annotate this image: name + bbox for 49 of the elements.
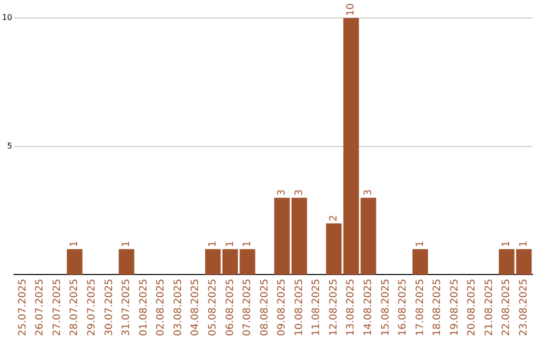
x-tick-label: 20.08.2025 (466, 278, 478, 336)
x-tick-label: 18.08.2025 (432, 278, 444, 336)
x-tick-label: 21.08.2025 (484, 278, 495, 336)
data-label: 1 (518, 240, 530, 248)
x-tick-label: 31.07.2025 (121, 278, 132, 336)
x-tick-label: 04.08.2025 (190, 278, 202, 336)
x-tick-label: 19.08.2025 (449, 278, 460, 336)
data-label: 10 (346, 3, 357, 16)
x-tick-label: 23.08.2025 (518, 278, 530, 336)
x-tick-label: 25.07.2025 (17, 278, 28, 336)
data-label: 1 (414, 240, 426, 248)
x-tick-label: 01.08.2025 (138, 278, 150, 336)
data-label: 1 (501, 240, 512, 248)
data-label: 1 (242, 240, 254, 248)
data-label: 2 (328, 215, 340, 222)
x-tick-label: 06.08.2025 (224, 278, 236, 336)
x-tick-label: 11.08.2025 (311, 278, 322, 336)
data-label: 1 (224, 240, 236, 248)
data-label: 1 (121, 240, 132, 248)
x-tick-label: 10.08.2025 (294, 278, 305, 336)
x-tick-label: 22.08.2025 (501, 278, 512, 336)
x-tick-label: 03.08.2025 (172, 278, 184, 336)
x-tick-label: 15.08.2025 (380, 278, 392, 336)
x-tick-label: 26.07.2025 (34, 278, 46, 336)
y-tick-label: 5 (7, 141, 12, 150)
x-tick-label: 16.08.2025 (398, 278, 409, 336)
x-tick-label: 14.08.2025 (362, 278, 374, 336)
bar (118, 249, 134, 275)
x-tick-label: 30.07.2025 (104, 278, 115, 336)
x-tick-label: 27.07.2025 (52, 278, 63, 336)
x-tick-label: 05.08.2025 (207, 278, 218, 336)
data-label: 1 (207, 240, 218, 248)
x-tick-label: 29.07.2025 (86, 278, 98, 336)
data-label: 3 (362, 189, 374, 196)
x-tick-label: 28.07.2025 (69, 278, 80, 336)
x-tick-label: 12.08.2025 (328, 278, 340, 336)
x-tick-label: 13.08.2025 (346, 278, 357, 336)
bar (326, 223, 342, 275)
x-tick-label: 08.08.2025 (259, 278, 270, 336)
data-label: 3 (276, 189, 288, 196)
x-tick-label: 09.08.2025 (276, 278, 288, 336)
data-label: 1 (69, 240, 80, 248)
x-tick-label: 17.08.2025 (414, 278, 426, 336)
bar (66, 249, 82, 275)
data-label: 3 (294, 189, 305, 196)
x-tick-label: 02.08.2025 (156, 278, 167, 336)
bar (412, 249, 428, 275)
x-tick-label: 07.08.2025 (242, 278, 254, 336)
bar (205, 249, 221, 275)
